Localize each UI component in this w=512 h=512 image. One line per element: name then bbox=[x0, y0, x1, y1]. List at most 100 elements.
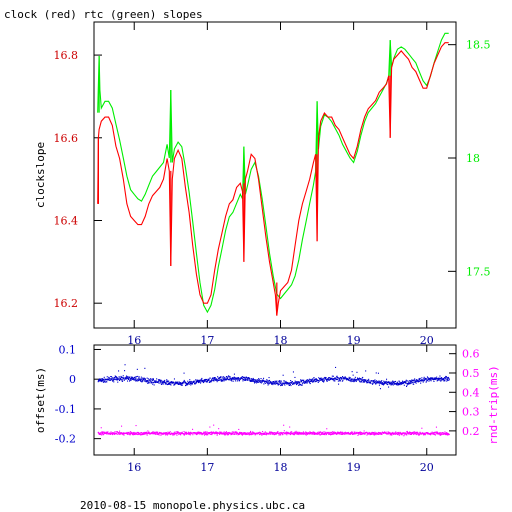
offset-point bbox=[267, 381, 269, 383]
round-trip-point bbox=[219, 433, 221, 435]
offset-point bbox=[282, 382, 284, 384]
offset-point bbox=[179, 383, 181, 385]
round-trip-point bbox=[374, 433, 376, 435]
offset-point bbox=[408, 380, 410, 382]
round-trip-point bbox=[98, 433, 100, 435]
round-trip-point bbox=[398, 434, 400, 436]
offset-point bbox=[386, 382, 388, 384]
round-trip-point bbox=[414, 433, 416, 435]
round-trip-point bbox=[302, 431, 304, 433]
round-trip-point bbox=[332, 432, 334, 434]
offset-point bbox=[168, 382, 170, 384]
round-trip-point bbox=[126, 431, 128, 433]
offset-point bbox=[182, 382, 184, 384]
offset-point bbox=[338, 383, 340, 385]
offset-point bbox=[445, 376, 447, 378]
round-trip-point bbox=[350, 432, 352, 434]
bottom-axis-ticks: 16 17 18 19 20 0.1 0 -0.1 -0.2 0.6 0.5 0.4 0.3 0.2 bbox=[55, 343, 480, 474]
round-trip-point bbox=[261, 432, 263, 434]
offset-point bbox=[107, 379, 109, 381]
offset-point bbox=[267, 381, 269, 383]
offset-point bbox=[408, 382, 410, 384]
round-trip-point bbox=[238, 432, 240, 434]
offset-point bbox=[133, 379, 135, 381]
top-y2-tick-label: 17.5 bbox=[466, 265, 491, 278]
offset-point bbox=[282, 374, 284, 376]
round-trip-point bbox=[107, 431, 109, 433]
round-trip-point bbox=[218, 428, 220, 430]
round-trip-point bbox=[296, 433, 298, 435]
offset-point bbox=[399, 383, 401, 385]
round-trip-point bbox=[414, 432, 416, 434]
offset-point bbox=[291, 382, 293, 384]
offset-point bbox=[424, 380, 426, 382]
offset-point bbox=[161, 382, 163, 384]
round-trip-point bbox=[111, 432, 113, 434]
offset-point bbox=[134, 378, 136, 380]
round-trip-point bbox=[324, 434, 326, 436]
round-trip-point bbox=[236, 431, 238, 433]
offset-point bbox=[339, 379, 341, 381]
round-trip-point bbox=[421, 433, 423, 435]
offset-point bbox=[300, 384, 302, 386]
offset-point bbox=[310, 378, 312, 380]
offset-point bbox=[372, 383, 374, 385]
offset-point bbox=[266, 379, 268, 381]
round-trip-point bbox=[221, 431, 223, 433]
offset-point bbox=[268, 383, 270, 385]
offset-point bbox=[416, 379, 418, 381]
round-trip-point bbox=[394, 433, 396, 435]
offset-point bbox=[180, 382, 182, 384]
offset-point bbox=[200, 382, 202, 384]
offset-point bbox=[110, 376, 112, 378]
round-trip-point bbox=[374, 431, 376, 433]
offset-point bbox=[262, 379, 264, 381]
round-trip-point bbox=[146, 433, 148, 435]
round-trip-point bbox=[137, 434, 139, 436]
round-trip-point bbox=[158, 433, 160, 435]
round-trip-point bbox=[258, 432, 260, 434]
offset-point bbox=[378, 381, 380, 383]
round-trip-point bbox=[210, 433, 212, 435]
offset-point bbox=[428, 380, 430, 382]
offset-point bbox=[284, 384, 286, 386]
offset-point bbox=[264, 382, 266, 384]
offset-point bbox=[135, 376, 137, 378]
round-trip-point bbox=[431, 431, 433, 433]
offset-point bbox=[398, 381, 400, 383]
offset-point bbox=[200, 379, 202, 381]
round-trip-point bbox=[185, 433, 187, 435]
offset-point bbox=[344, 377, 346, 379]
offset-point bbox=[201, 377, 203, 379]
offset-point bbox=[396, 384, 398, 386]
offset-point bbox=[111, 376, 113, 378]
offset-point bbox=[211, 378, 213, 380]
offset-point bbox=[173, 384, 175, 386]
round-trip-point bbox=[313, 432, 315, 434]
round-trip-point bbox=[372, 432, 374, 434]
offset-point bbox=[176, 382, 178, 384]
round-trip-point bbox=[416, 431, 418, 433]
offset-point bbox=[185, 382, 187, 384]
offset-point bbox=[183, 381, 185, 383]
offset-point bbox=[126, 377, 128, 379]
round-trip-point bbox=[340, 431, 342, 433]
round-trip-point bbox=[440, 434, 442, 436]
offset-point bbox=[161, 383, 163, 385]
offset-point bbox=[232, 380, 234, 382]
offset-point bbox=[242, 380, 244, 382]
offset-point bbox=[331, 375, 333, 377]
offset-point bbox=[306, 380, 308, 382]
offset-point bbox=[427, 377, 429, 379]
round-trip-point bbox=[379, 433, 381, 435]
offset-point bbox=[379, 380, 381, 382]
offset-point bbox=[210, 380, 212, 382]
round-trip-point bbox=[388, 433, 390, 435]
offset-point bbox=[189, 379, 191, 381]
offset-point bbox=[251, 379, 253, 381]
round-trip-point bbox=[434, 434, 436, 436]
round-trip-point bbox=[305, 434, 307, 436]
offset-point bbox=[377, 380, 379, 382]
offset-point bbox=[446, 380, 448, 382]
offset-point bbox=[394, 382, 396, 384]
